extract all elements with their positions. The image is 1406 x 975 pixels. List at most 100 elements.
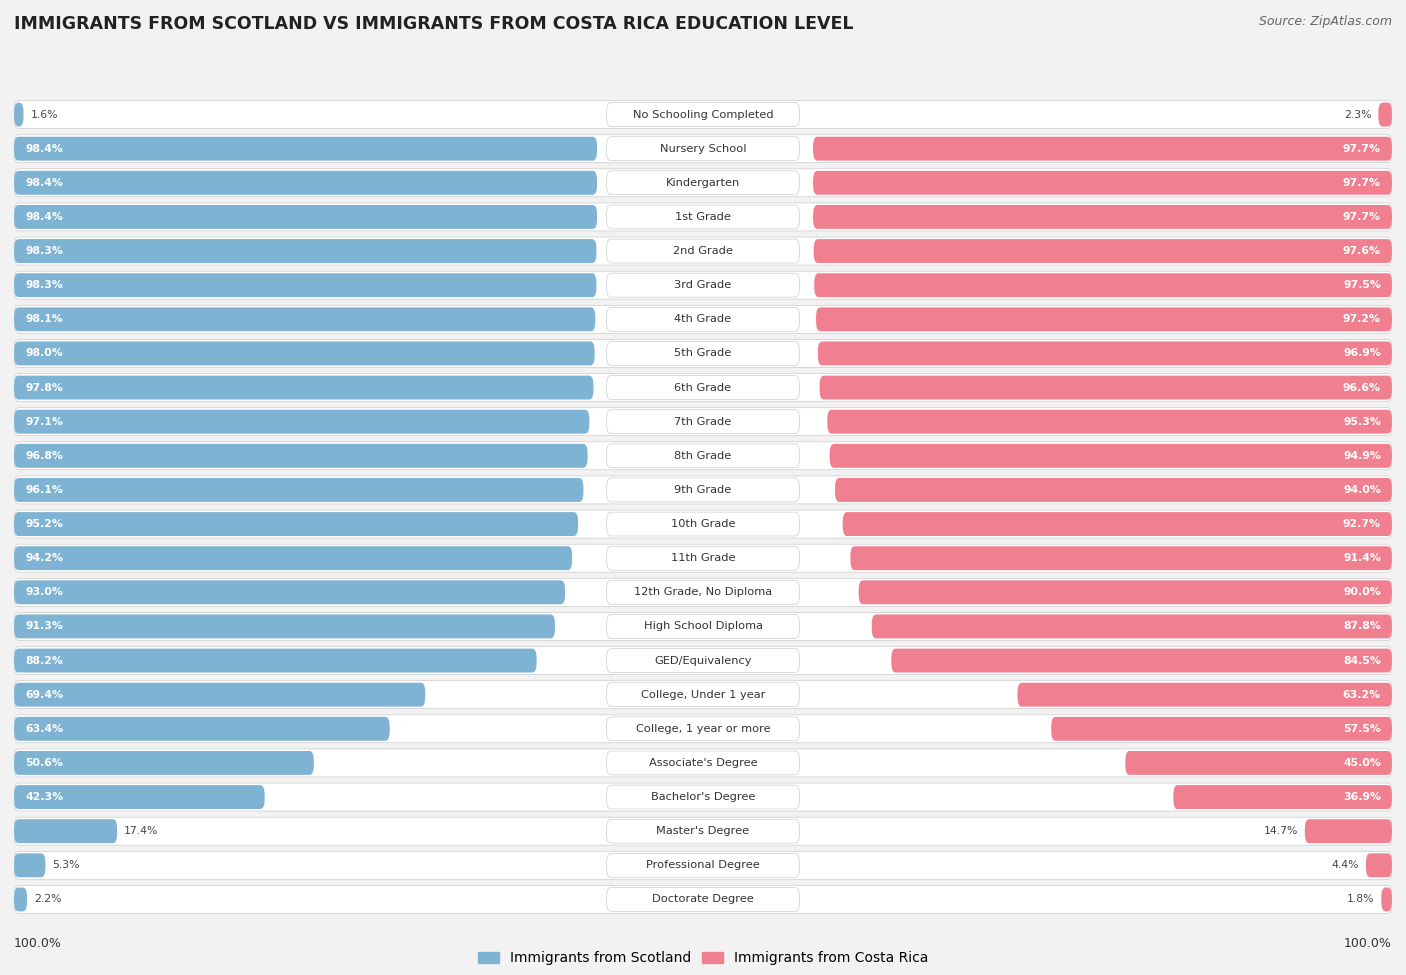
FancyBboxPatch shape <box>606 171 800 195</box>
Text: 90.0%: 90.0% <box>1343 587 1381 598</box>
Text: 2.3%: 2.3% <box>1344 109 1371 120</box>
Text: 42.3%: 42.3% <box>25 792 63 802</box>
Text: 97.1%: 97.1% <box>25 416 63 427</box>
FancyBboxPatch shape <box>14 442 1392 470</box>
Text: High School Diploma: High School Diploma <box>644 621 762 632</box>
FancyBboxPatch shape <box>1305 819 1392 843</box>
Text: 69.4%: 69.4% <box>25 689 63 700</box>
FancyBboxPatch shape <box>14 478 583 502</box>
FancyBboxPatch shape <box>14 373 1392 402</box>
Text: 95.3%: 95.3% <box>1343 416 1381 427</box>
FancyBboxPatch shape <box>14 237 1392 265</box>
FancyBboxPatch shape <box>14 408 1392 436</box>
Text: 96.9%: 96.9% <box>1343 348 1381 359</box>
Text: 94.9%: 94.9% <box>1343 450 1381 461</box>
Text: 97.7%: 97.7% <box>1343 177 1381 188</box>
Text: 36.9%: 36.9% <box>1343 792 1381 802</box>
FancyBboxPatch shape <box>1052 717 1392 741</box>
Text: 1.8%: 1.8% <box>1347 894 1375 905</box>
FancyBboxPatch shape <box>813 136 1392 161</box>
FancyBboxPatch shape <box>14 851 1392 879</box>
FancyBboxPatch shape <box>818 341 1392 366</box>
Text: Nursery School: Nursery School <box>659 143 747 154</box>
FancyBboxPatch shape <box>14 646 1392 675</box>
Text: 97.7%: 97.7% <box>1343 143 1381 154</box>
FancyBboxPatch shape <box>14 239 596 263</box>
Text: 88.2%: 88.2% <box>25 655 63 666</box>
Text: 9th Grade: 9th Grade <box>675 485 731 495</box>
Legend: Immigrants from Scotland, Immigrants from Costa Rica: Immigrants from Scotland, Immigrants fro… <box>472 946 934 971</box>
FancyBboxPatch shape <box>606 785 800 809</box>
FancyBboxPatch shape <box>606 444 800 468</box>
Text: 96.6%: 96.6% <box>1343 382 1381 393</box>
FancyBboxPatch shape <box>606 751 800 775</box>
Text: 91.4%: 91.4% <box>1343 553 1381 564</box>
FancyBboxPatch shape <box>14 612 1392 641</box>
Text: GED/Equivalency: GED/Equivalency <box>654 655 752 666</box>
FancyBboxPatch shape <box>835 478 1392 502</box>
FancyBboxPatch shape <box>14 273 596 297</box>
Text: 45.0%: 45.0% <box>1343 758 1381 768</box>
FancyBboxPatch shape <box>891 648 1392 673</box>
Text: 98.4%: 98.4% <box>25 177 63 188</box>
Text: 87.8%: 87.8% <box>1343 621 1381 632</box>
Text: 5.3%: 5.3% <box>52 860 80 871</box>
FancyBboxPatch shape <box>606 136 800 161</box>
FancyBboxPatch shape <box>14 476 1392 504</box>
Text: 98.1%: 98.1% <box>25 314 63 325</box>
FancyBboxPatch shape <box>14 341 595 366</box>
Text: Bachelor's Degree: Bachelor's Degree <box>651 792 755 802</box>
Text: 98.3%: 98.3% <box>25 246 63 256</box>
Text: 93.0%: 93.0% <box>25 587 63 598</box>
Text: Master's Degree: Master's Degree <box>657 826 749 837</box>
FancyBboxPatch shape <box>14 785 264 809</box>
FancyBboxPatch shape <box>14 271 1392 299</box>
Text: 98.0%: 98.0% <box>25 348 63 359</box>
FancyBboxPatch shape <box>14 305 1392 333</box>
FancyBboxPatch shape <box>14 751 314 775</box>
Text: College, Under 1 year: College, Under 1 year <box>641 689 765 700</box>
FancyBboxPatch shape <box>14 510 1392 538</box>
Text: 3rd Grade: 3rd Grade <box>675 280 731 291</box>
FancyBboxPatch shape <box>14 681 1392 709</box>
FancyBboxPatch shape <box>14 614 555 639</box>
Text: Doctorate Degree: Doctorate Degree <box>652 894 754 905</box>
FancyBboxPatch shape <box>606 273 800 297</box>
Text: 17.4%: 17.4% <box>124 826 159 837</box>
FancyBboxPatch shape <box>872 614 1392 639</box>
FancyBboxPatch shape <box>14 580 565 604</box>
FancyBboxPatch shape <box>14 444 588 468</box>
FancyBboxPatch shape <box>14 783 1392 811</box>
FancyBboxPatch shape <box>606 512 800 536</box>
Text: 4th Grade: 4th Grade <box>675 314 731 325</box>
Text: 11th Grade: 11th Grade <box>671 553 735 564</box>
FancyBboxPatch shape <box>606 410 800 434</box>
FancyBboxPatch shape <box>14 512 578 536</box>
FancyBboxPatch shape <box>14 171 598 195</box>
Text: 100.0%: 100.0% <box>14 937 62 951</box>
FancyBboxPatch shape <box>1365 853 1392 878</box>
Text: 4.4%: 4.4% <box>1331 860 1360 871</box>
Text: 2.2%: 2.2% <box>34 894 62 905</box>
FancyBboxPatch shape <box>14 307 595 332</box>
Text: 7th Grade: 7th Grade <box>675 416 731 427</box>
FancyBboxPatch shape <box>14 682 425 707</box>
FancyBboxPatch shape <box>842 512 1392 536</box>
Text: Source: ZipAtlas.com: Source: ZipAtlas.com <box>1258 15 1392 27</box>
FancyBboxPatch shape <box>1174 785 1392 809</box>
Text: 98.3%: 98.3% <box>25 280 63 291</box>
FancyBboxPatch shape <box>813 205 1392 229</box>
FancyBboxPatch shape <box>14 749 1392 777</box>
FancyBboxPatch shape <box>1018 682 1392 707</box>
FancyBboxPatch shape <box>14 203 1392 231</box>
FancyBboxPatch shape <box>14 853 45 878</box>
FancyBboxPatch shape <box>606 717 800 741</box>
Text: 97.2%: 97.2% <box>1343 314 1381 325</box>
Text: 96.8%: 96.8% <box>25 450 63 461</box>
Text: 95.2%: 95.2% <box>25 519 63 529</box>
FancyBboxPatch shape <box>1125 751 1392 775</box>
Text: 14.7%: 14.7% <box>1264 826 1298 837</box>
Text: 97.6%: 97.6% <box>1343 246 1381 256</box>
FancyBboxPatch shape <box>14 887 27 912</box>
FancyBboxPatch shape <box>14 136 598 161</box>
